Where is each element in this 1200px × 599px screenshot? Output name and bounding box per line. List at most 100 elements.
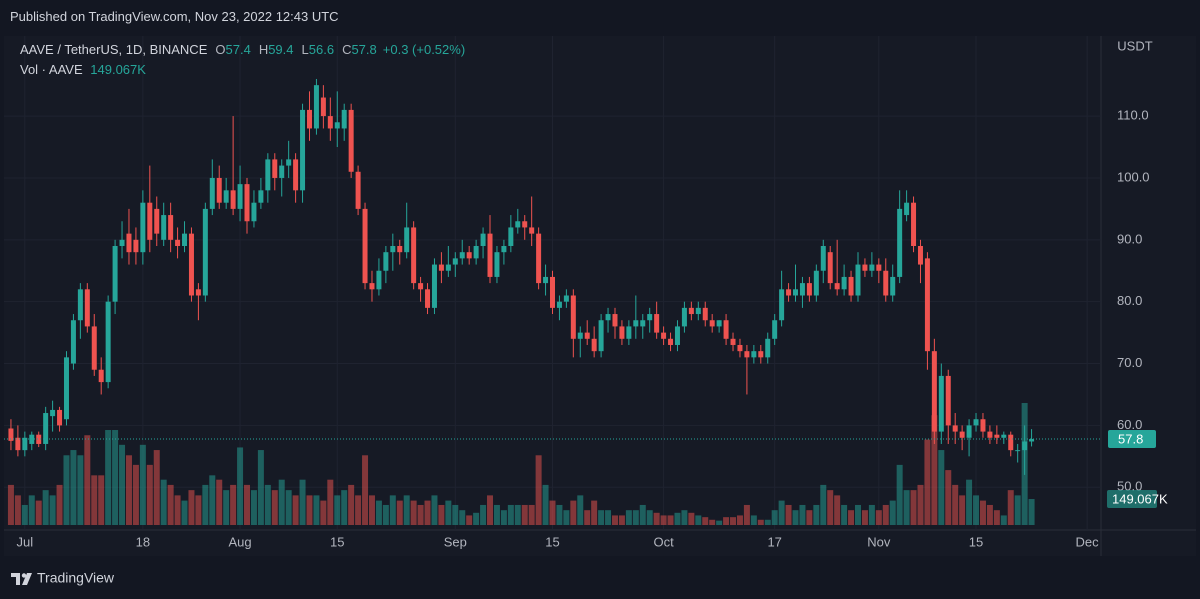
- volume-row: Vol · AAVE 149.067K: [20, 60, 465, 80]
- volume-bar: [153, 450, 160, 525]
- candle-body: [799, 283, 805, 296]
- volume-bar: [368, 495, 375, 525]
- candle-body: [848, 276, 854, 296]
- volume-bar: [848, 510, 855, 525]
- volume-bar: [278, 479, 285, 525]
- candle-body: [161, 215, 167, 240]
- candle-body: [973, 419, 979, 426]
- volume-bar: [639, 504, 646, 525]
- volume-bar: [674, 512, 681, 525]
- candle-body: [862, 264, 868, 271]
- x-tick-label: 17: [767, 534, 781, 549]
- volume-bar: [459, 510, 466, 525]
- candle-body: [404, 227, 410, 253]
- candle-body: [772, 320, 778, 339]
- candle-body: [813, 270, 819, 296]
- candle-body: [494, 252, 500, 277]
- volume-bar: [736, 515, 743, 525]
- candle-body: [966, 425, 972, 438]
- candle-body: [917, 246, 923, 265]
- volume-bar: [598, 510, 605, 525]
- volume-bar: [618, 515, 625, 525]
- y-tick-label: 70.0: [1117, 355, 1142, 370]
- candle-body: [1015, 450, 1021, 452]
- x-tick-label: 18: [136, 534, 150, 549]
- volume-bar: [480, 504, 487, 525]
- volume-bar: [688, 512, 695, 525]
- candle-body: [834, 283, 840, 290]
- volume-bar: [952, 484, 959, 525]
- volume-bar: [570, 500, 577, 525]
- candle-body: [230, 190, 236, 209]
- volume-bar: [292, 495, 299, 525]
- candle-body: [556, 301, 562, 308]
- candle-body: [438, 264, 444, 271]
- candle-body: [543, 276, 549, 284]
- candle-body: [445, 264, 451, 271]
- candle-body: [869, 264, 875, 271]
- volume-bar: [237, 447, 244, 525]
- candle-body: [605, 314, 611, 321]
- volume-bar: [257, 450, 264, 525]
- volume-bar: [757, 519, 764, 525]
- logo-mark: [11, 573, 32, 585]
- candle-body: [938, 375, 944, 432]
- volume-bar: [1007, 490, 1014, 525]
- candle-body: [22, 437, 28, 451]
- candle-body: [133, 239, 139, 253]
- volume-bar: [341, 490, 348, 525]
- candle-body: [286, 159, 292, 166]
- x-tick-label: Jul: [17, 534, 34, 549]
- candle-body: [730, 338, 736, 345]
- candle-body: [723, 320, 729, 339]
- x-tick-label: Nov: [867, 534, 891, 549]
- candle-body: [147, 202, 153, 240]
- volume-bar: [854, 504, 861, 525]
- volume-bar: [355, 495, 362, 525]
- volume-bar: [861, 510, 868, 525]
- candle-body: [119, 239, 125, 247]
- candle-body: [654, 314, 660, 333]
- candle-body: [598, 320, 604, 352]
- candle-body: [265, 159, 271, 191]
- volume-bar: [528, 504, 535, 525]
- candle-body: [522, 221, 528, 228]
- volume-bar: [827, 490, 834, 525]
- volume-bar: [813, 504, 820, 525]
- candle-body: [8, 428, 14, 441]
- candle-body: [640, 320, 646, 327]
- volume-bar: [875, 510, 882, 525]
- volume-bar: [924, 439, 931, 525]
- candle-body: [716, 320, 722, 327]
- x-tick-label: Sep: [444, 534, 467, 549]
- volume-bar: [327, 479, 334, 525]
- volume-bar: [549, 500, 556, 525]
- volume-bar: [584, 510, 591, 525]
- volume-bar: [313, 495, 320, 525]
- volume-bar: [591, 500, 598, 525]
- candle-body: [890, 276, 896, 296]
- volume-bar: [348, 484, 355, 525]
- candle-body: [84, 289, 90, 327]
- candle-body: [1008, 434, 1014, 451]
- candle-body: [931, 351, 937, 432]
- volume-bar: [632, 510, 639, 525]
- candle-body: [300, 109, 306, 191]
- candle-body: [674, 326, 680, 345]
- volume-bar: [230, 484, 237, 525]
- candle-body: [876, 264, 882, 271]
- candle-body: [216, 177, 222, 203]
- volume-bar: [119, 444, 126, 525]
- ohlc-value: 57.8: [351, 42, 377, 57]
- candle-body: [425, 289, 431, 308]
- candle-body: [529, 227, 535, 234]
- candle-body: [362, 208, 368, 284]
- candle-body: [202, 208, 208, 296]
- candle-body: [980, 419, 986, 432]
- volume-bar: [70, 450, 77, 525]
- x-tick-label: 15: [330, 534, 344, 549]
- volume-last: 149.067K: [90, 62, 146, 77]
- volume-bar: [646, 510, 653, 525]
- volume-bar: [493, 504, 500, 525]
